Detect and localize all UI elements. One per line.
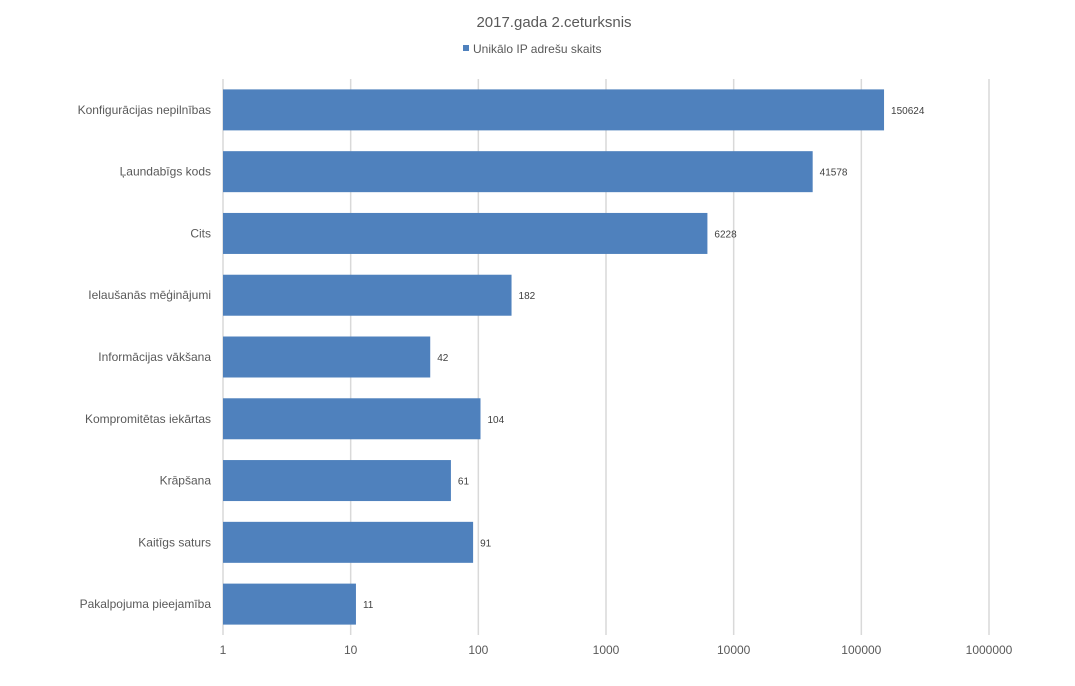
- bar: [223, 274, 512, 316]
- x-tick-label: 1000: [593, 643, 620, 657]
- category-label: Ielaušanās mēģinājumi: [88, 288, 211, 302]
- x-tick-label: 1000000: [966, 643, 1013, 657]
- data-label: 104: [488, 415, 505, 426]
- bars: [223, 89, 885, 625]
- data-label: 150624: [891, 106, 925, 117]
- data-label: 182: [519, 291, 536, 302]
- data-label: 42: [437, 353, 449, 364]
- category-label: Pakalpojuma pieejamība: [80, 597, 212, 611]
- bar: [223, 583, 356, 625]
- bar: [223, 336, 431, 378]
- bar: [223, 151, 813, 193]
- data-labels: 150624 41578 6228 182 42 104 61 91 11: [363, 106, 925, 611]
- category-labels: Konfigurācijas nepilnības Ļaundabīgs kods…: [78, 103, 212, 611]
- category-label: Informācijas vākšana: [98, 350, 211, 364]
- category-label: Cits: [190, 226, 211, 240]
- bar: [223, 521, 474, 563]
- category-label: Ļaundabīgs kods: [120, 165, 211, 179]
- bar: [223, 89, 885, 131]
- bar: [223, 460, 451, 502]
- x-tick-label: 10: [344, 643, 358, 657]
- data-label: 6228: [714, 229, 737, 240]
- legend-swatch: [463, 45, 469, 51]
- data-label: 41578: [820, 168, 848, 179]
- legend: Unikālo IP adrešu skaits: [463, 42, 602, 56]
- bar: [223, 398, 481, 440]
- bar: [223, 212, 708, 254]
- category-label: Kompromitētas iekārtas: [85, 412, 211, 426]
- data-label: 61: [458, 477, 470, 488]
- data-label: 91: [480, 538, 492, 549]
- category-label: Kaitīgs saturs: [138, 535, 211, 549]
- x-tick-label: 100: [468, 643, 488, 657]
- legend-label: Unikālo IP adrešu skaits: [473, 42, 602, 56]
- x-tick-label: 10000: [717, 643, 751, 657]
- x-tick-label: 1: [220, 643, 227, 657]
- category-label: Konfigurācijas nepilnības: [78, 103, 211, 117]
- chart-title: 2017.gada 2.ceturksnis: [476, 14, 631, 31]
- data-label: 11: [363, 600, 374, 611]
- category-label: Krāpšana: [160, 474, 212, 488]
- x-tick-label: 100000: [841, 643, 881, 657]
- x-axis-tick-labels: 1 10 100 1000 10000 100000 1000000: [220, 643, 1013, 657]
